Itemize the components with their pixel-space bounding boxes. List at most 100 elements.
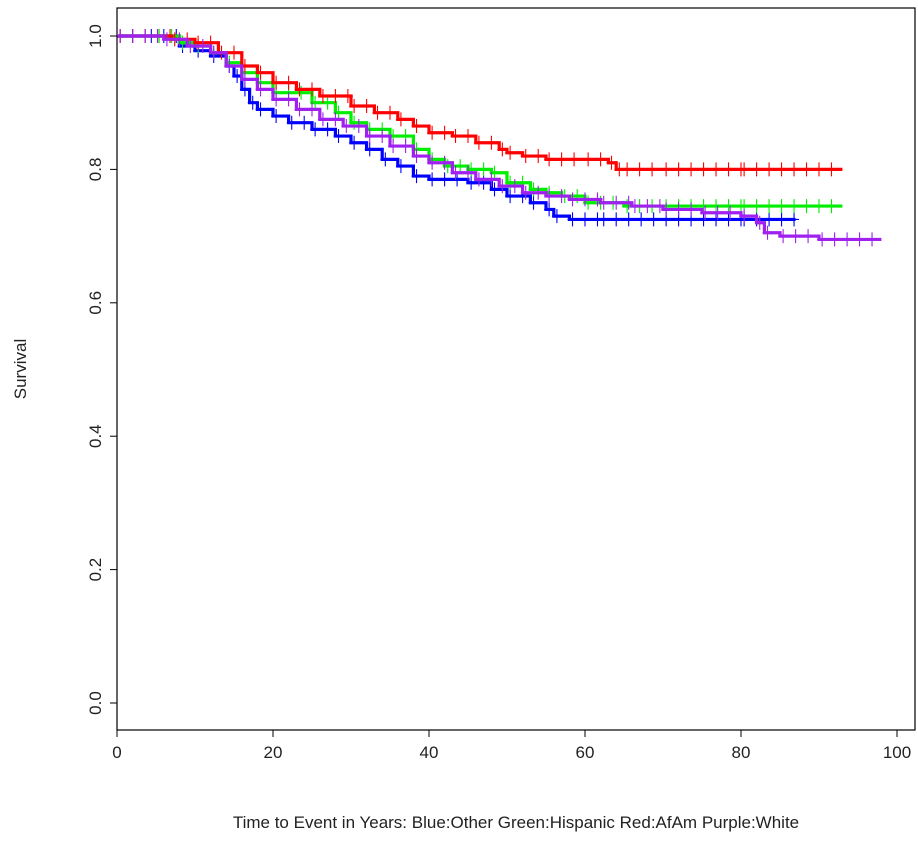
- censor-mark: [455, 159, 466, 174]
- censor-mark: [185, 39, 196, 54]
- censor-mark: [271, 92, 282, 107]
- censor-mark: [764, 212, 775, 227]
- censor-mark: [606, 155, 617, 170]
- censor-mark: [466, 175, 477, 190]
- survival-step-line: [117, 34, 796, 222]
- censor-mark: [623, 195, 634, 210]
- censor-mark: [271, 109, 282, 124]
- censor-mark: [801, 162, 812, 177]
- censor-mark: [411, 149, 422, 164]
- censor-mark: [478, 162, 489, 177]
- censor-mark: [377, 129, 388, 144]
- censor-mark: [286, 115, 297, 130]
- censor-mark: [322, 95, 333, 110]
- censor-mark: [255, 102, 266, 117]
- censor-mark: [723, 199, 734, 214]
- censor-mark: [723, 212, 734, 227]
- censor-mark: [544, 202, 555, 217]
- censor-mark: [439, 125, 450, 140]
- censor-mark: [450, 165, 461, 180]
- censor-mark: [826, 162, 837, 177]
- censor-mark: [544, 152, 555, 167]
- censor-mark: [330, 112, 341, 127]
- censor-mark: [294, 82, 305, 97]
- censor-mark: [463, 165, 473, 180]
- x-tick-label: 0: [112, 743, 121, 762]
- censor-mark: [789, 162, 800, 177]
- censor-mark: [307, 102, 317, 117]
- censor-mark: [361, 99, 372, 114]
- censor-mark: [229, 45, 239, 60]
- censor-mark: [388, 139, 399, 154]
- censor-mark: [317, 89, 328, 104]
- censor-mark: [533, 185, 544, 200]
- censor-mark: [686, 162, 697, 177]
- censor-mark: [712, 205, 723, 220]
- censor-mark: [364, 142, 375, 157]
- censor-mark: [411, 169, 422, 184]
- censor-mark: [725, 205, 736, 220]
- censor-mark: [569, 152, 580, 167]
- censor-mark: [239, 72, 250, 87]
- censor-mark: [567, 212, 578, 227]
- censor-mark: [642, 199, 653, 214]
- censor-mark: [544, 189, 555, 204]
- y-axis-title: Survival: [11, 339, 30, 399]
- censor-mark: [711, 212, 722, 227]
- censor-mark: [247, 95, 258, 110]
- censor-mark: [152, 29, 163, 43]
- censor-mark: [654, 199, 665, 214]
- censor-mark: [622, 162, 633, 177]
- censor-mark: [197, 39, 208, 54]
- censor-mark: [762, 225, 773, 240]
- censor-mark: [271, 75, 282, 90]
- censor-mark: [698, 162, 709, 177]
- censor-mark: [473, 172, 484, 187]
- x-tick-label: 60: [576, 743, 595, 762]
- censor-mark: [580, 212, 590, 227]
- censor-mark: [739, 162, 750, 177]
- censor-mark: [395, 112, 406, 127]
- censor-mark: [556, 189, 567, 204]
- series-layer: [115, 29, 882, 247]
- censor-mark: [723, 162, 734, 177]
- censor-mark: [686, 202, 697, 217]
- censor-mark: [528, 195, 539, 210]
- censor-mark: [411, 119, 422, 134]
- censor-mark: [595, 152, 606, 167]
- censor-mark: [826, 199, 837, 214]
- censor-mark: [400, 139, 411, 154]
- censor-mark: [283, 92, 294, 107]
- censor-mark: [661, 202, 672, 217]
- censor-mark: [634, 162, 645, 177]
- censor-mark: [592, 192, 603, 207]
- censor-mark: [567, 192, 578, 207]
- censor-mark: [509, 179, 520, 194]
- y-tick-label: 0.0: [86, 691, 105, 715]
- censor-mark: [751, 162, 762, 177]
- censor-mark: [497, 179, 508, 194]
- censor-mark: [623, 212, 634, 227]
- censor-mark: [161, 32, 172, 47]
- censor-mark: [322, 122, 333, 137]
- censor-mark: [208, 45, 219, 60]
- censor-mark: [776, 162, 787, 177]
- censor-mark: [473, 135, 484, 150]
- censor-mark: [364, 129, 375, 144]
- censor-mark: [486, 135, 497, 150]
- censor-mark: [349, 99, 360, 114]
- censor-mark: [661, 162, 672, 177]
- censor-mark: [764, 162, 775, 177]
- censor-mark: [551, 209, 562, 224]
- censor-mark: [127, 29, 138, 43]
- censor-mark: [556, 152, 567, 167]
- censor-mark: [533, 149, 544, 164]
- censor-mark: [520, 149, 531, 164]
- survival-curve-0: [115, 29, 800, 227]
- censor-mark: [817, 232, 828, 247]
- survival-curve-3: [115, 29, 882, 247]
- censor-mark: [789, 199, 800, 214]
- censor-mark: [224, 59, 235, 74]
- censor-mark: [341, 119, 352, 134]
- censor-mark: [330, 89, 341, 104]
